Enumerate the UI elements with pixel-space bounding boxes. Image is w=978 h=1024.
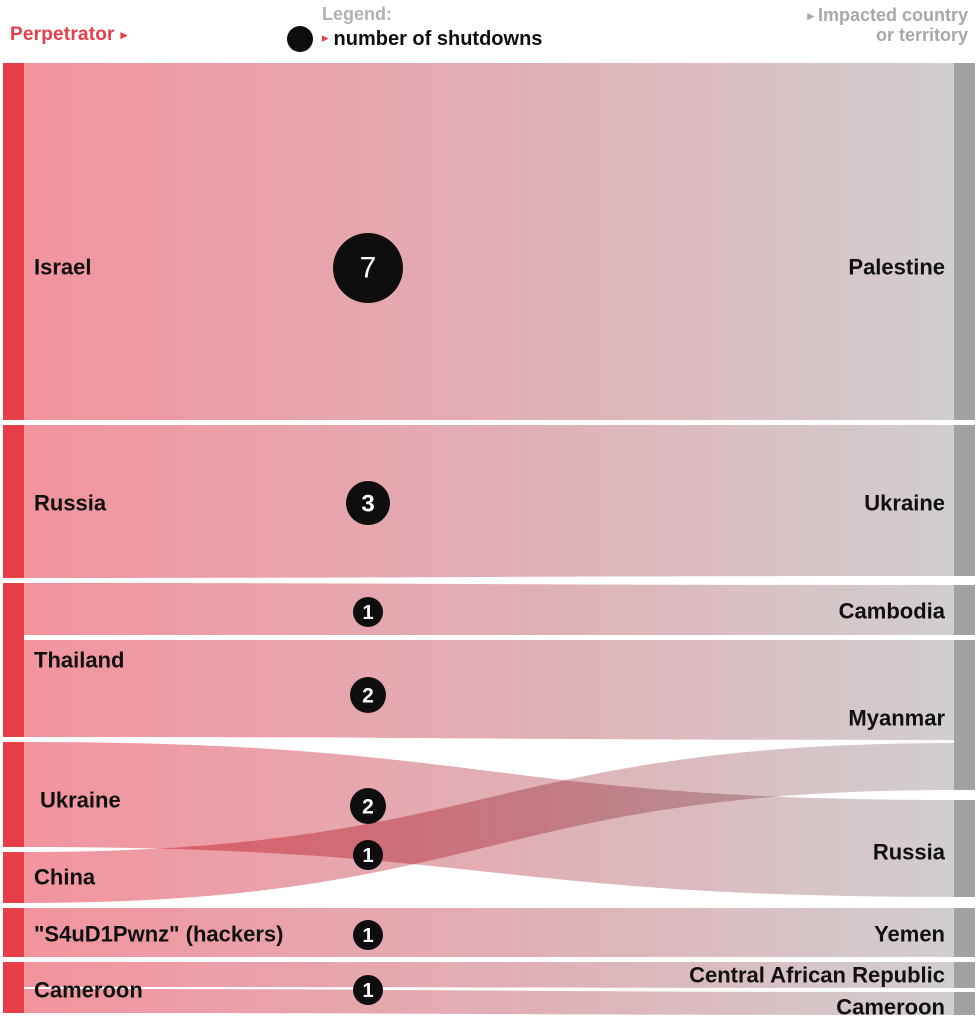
flow-china-myanmar: [24, 743, 954, 903]
node-label-cameroon: Cameroon: [34, 978, 143, 1003]
node-bar-thailand: [3, 583, 24, 737]
impacted-label-line1: ▸ Impacted country: [807, 5, 968, 25]
node-label-israel: Israel: [34, 255, 92, 280]
node-bar-russia-impacted: [954, 800, 975, 897]
chart-header: Perpetrator ▸ Legend: ▸ number of shutdow…: [0, 0, 978, 62]
node-label-myanmar: Myanmar: [848, 706, 945, 731]
node-bar-china: [3, 852, 24, 903]
node-bar-palestine: [954, 63, 975, 420]
node-label-ukraine-impacted: Ukraine: [864, 491, 945, 516]
node-label-china: China: [34, 865, 96, 890]
node-bar-ukraine-impacted: [954, 425, 975, 576]
legend-row: ▸ number of shutdowns: [287, 26, 542, 52]
node-bar-russia: [3, 425, 24, 578]
perpetrator-column-header: Perpetrator ▸: [10, 24, 127, 46]
impacted-column-header: ▸ Impacted country or territory: [807, 6, 968, 45]
node-label-central-african-republic: Central African Republic: [689, 963, 945, 988]
flow-s4ud1pwnz-yemen: [24, 908, 954, 957]
impacted-label-line2: or territory: [875, 25, 968, 45]
flow-cameroon-cameroon: [24, 989, 954, 1015]
impacted-labels: Palestine Ukraine Cambodia Myanmar Russi…: [689, 255, 946, 1020]
perpetrator-node-bars: [3, 63, 24, 1013]
badge-value-thailand-myanmar: 2: [362, 685, 374, 708]
right-chevron-icon: ▸: [807, 8, 814, 23]
badge-value-cameroon-car: 1: [362, 980, 373, 1002]
badge-value-israel: 7: [360, 252, 377, 285]
badge-circle-israel: [333, 233, 403, 303]
node-label-thailand: Thailand: [34, 648, 124, 673]
sankey-flows: [24, 63, 954, 1015]
node-label-russia-impacted: Russia: [873, 840, 946, 865]
node-bar-central-african-republic: [954, 962, 975, 988]
node-bar-cameroon-impacted: [954, 992, 975, 1015]
flow-cameroon-central-african-republic: [24, 962, 954, 988]
legend: Legend: ▸ number of shutdowns: [287, 4, 542, 52]
shutdown-count-badges: 7 3 1 2 2 1 1 1: [333, 233, 403, 1005]
badge-value-china-myanmar: 1: [362, 845, 373, 867]
legend-label: number of shutdowns: [333, 27, 543, 50]
badge-circle-russia: [346, 481, 390, 525]
badge-value-s4ud1pwnz-yemen: 1: [362, 925, 373, 947]
badge-value-russia: 3: [361, 491, 374, 518]
perpetrator-label: Perpetrator: [10, 24, 115, 45]
shutdown-count-icon: [287, 26, 313, 52]
node-label-russia: Russia: [34, 491, 107, 516]
node-bar-myanmar: [954, 640, 975, 790]
badge-circle-s4ud1pwnz-yemen: [353, 920, 383, 950]
badge-circle-thailand-myanmar: [350, 677, 386, 713]
badge-circle-thailand-cambodia: [353, 597, 383, 627]
node-label-yemen: Yemen: [874, 922, 945, 947]
legend-title: Legend:: [322, 4, 392, 24]
node-bar-cambodia: [954, 585, 975, 635]
flow-thailand-myanmar: [24, 640, 954, 740]
node-bar-s4ud1pwnz: [3, 908, 24, 957]
impacted-node-bars: [954, 63, 975, 1015]
flow-thailand-cambodia: [24, 583, 954, 635]
badge-circle-china-myanmar: [353, 840, 383, 870]
badge-value-thailand-cambodia: 1: [362, 602, 373, 624]
node-bar-yemen: [954, 908, 975, 957]
node-bar-ukraine: [3, 742, 24, 847]
flow-russia-ukraine: [24, 425, 954, 578]
badge-circle-ukraine-russia: [350, 788, 386, 824]
node-bar-cameroon: [3, 962, 24, 1013]
node-label-palestine: Palestine: [848, 255, 945, 280]
node-label-cambodia: Cambodia: [839, 599, 946, 624]
right-chevron-icon: ▸: [322, 30, 329, 45]
node-bar-israel: [3, 63, 24, 420]
node-label-ukraine: Ukraine: [40, 788, 121, 813]
badge-circle-cameroon-car: [353, 975, 383, 1005]
node-label-cameroon-impacted: Cameroon: [836, 995, 945, 1020]
perpetrator-labels: Israel Russia Thailand Ukraine China "S4…: [34, 255, 284, 1003]
flow-israel-palestine: [24, 63, 954, 420]
right-chevron-icon: ▸: [120, 27, 128, 42]
node-label-s4ud1pwnz: "S4uD1Pwnz" (hackers): [34, 922, 284, 947]
badge-value-ukraine-russia: 2: [362, 796, 374, 819]
